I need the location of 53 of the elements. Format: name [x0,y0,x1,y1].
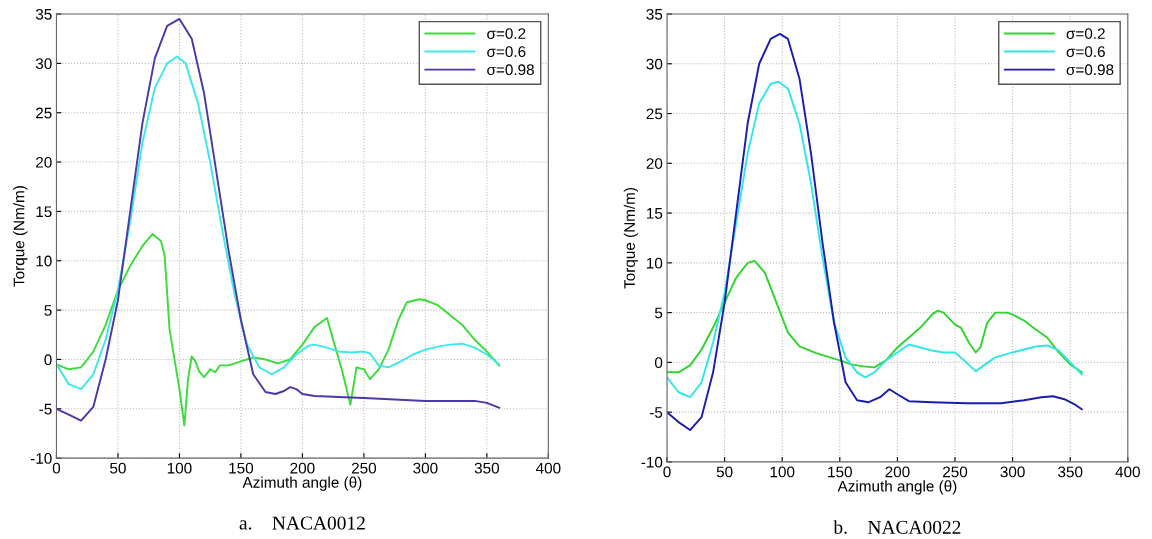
x-tick-label: 350 [1058,466,1083,478]
y-tick-label: 20 [646,158,663,169]
line-series [667,80,1083,399]
legend-label: σ=0.2 [1066,28,1105,39]
y-tick-label: 20 [36,156,52,168]
y-tick-label: 5 [654,307,663,319]
legend-label: σ=0.98 [1066,64,1114,76]
y-tick-label: -10 [30,453,52,464]
y-tick-label: -5 [39,403,52,415]
y-axis-title: Torque (Nm/m) [623,187,638,289]
x-tick-label: 400 [1115,466,1140,478]
legend-label: σ=0.98 [487,64,534,76]
y-tick-label: 35 [646,8,663,20]
legend-label: σ=0.2 [487,28,526,39]
y-tick-label: 15 [36,206,52,218]
x-axis-title: Azimuth angle (θ) [242,476,362,491]
x-tick-label: 150 [229,462,254,474]
y-tick-label: 35 [35,8,52,20]
x-tick-label: 350 [474,462,500,474]
line-series [667,259,1083,374]
x-axis-title: Azimuth angle (θ) [837,480,957,495]
y-tick-label: 5 [44,305,52,316]
y-tick-label: 10 [36,255,52,267]
text: a. NACA0012 [239,516,365,530]
y-axis-title: Torque (Nm/m) [13,186,28,287]
y-tick-label: 25 [36,107,52,119]
x-tick-label: 0 [663,466,671,478]
y-tick-label: 30 [646,58,663,70]
legend-label: σ=0.6 [1066,46,1105,58]
y-tick-label: 0 [44,354,52,366]
x-tick-label: 100 [770,466,795,478]
line-series [56,233,501,427]
y-tick-label: 25 [646,108,663,120]
y-tick-label: 15 [647,208,663,219]
x-tick-label: 300 [1000,466,1025,478]
y-tick-label: -10 [641,456,663,468]
x-tick-label: 250 [943,466,968,478]
x-tick-label: 150 [828,466,852,478]
legend-label: σ=0.6 [487,46,526,58]
y-tick-label: 10 [647,257,663,269]
x-tick-label: 100 [167,462,192,474]
x-tick-label: 400 [535,462,561,474]
y-tick-label: 0 [654,357,663,369]
x-tick-label: 250 [351,462,377,474]
x-tick-label: 50 [110,462,126,474]
y-tick-label: -5 [649,407,663,418]
y-tick-label: 30 [35,58,52,70]
text: b. NACA0022 [833,520,961,534]
x-tick-label: 50 [716,466,733,478]
x-tick-label: 200 [290,462,315,474]
x-tick-label: 200 [885,466,910,478]
x-tick-label: 0 [52,462,61,474]
x-tick-label: 300 [413,462,438,474]
